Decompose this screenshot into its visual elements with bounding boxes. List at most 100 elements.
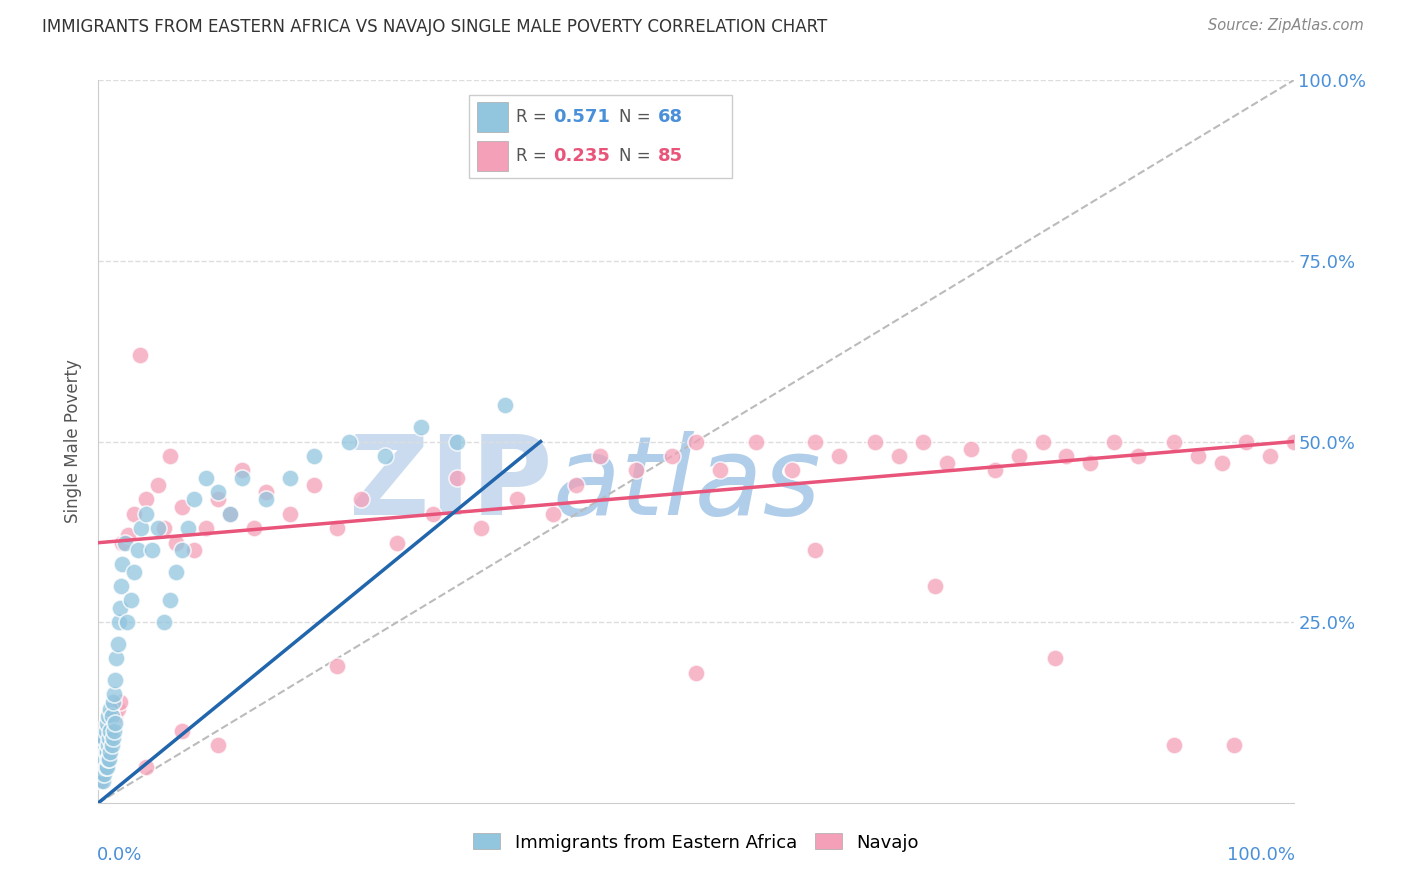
Point (153, 521, 176, 535)
Point (89, 774, 111, 789)
Point (107, 637, 129, 651)
Point (165, 535, 187, 549)
Point (93, 760, 115, 774)
Point (924, 579, 946, 593)
Point (91, 760, 114, 774)
Point (93, 738, 115, 752)
Point (101, 716, 124, 731)
Point (94, 752, 117, 766)
Point (97, 709, 120, 723)
Point (1282, 434, 1305, 449)
Point (135, 760, 157, 774)
Point (91, 760, 114, 774)
Point (91, 767, 114, 781)
Point (98, 731, 121, 745)
Point (96, 745, 118, 759)
Point (470, 521, 492, 535)
Point (1008, 449, 1031, 463)
Point (207, 738, 229, 752)
Point (124, 565, 146, 579)
Point (103, 723, 125, 738)
Point (93, 731, 115, 745)
Point (94, 723, 117, 738)
Point (302, 449, 325, 463)
Point (984, 463, 1007, 477)
Point (1258, 449, 1281, 463)
Point (100, 738, 122, 752)
Point (661, 449, 683, 463)
Point (231, 463, 253, 477)
Point (124, 507, 146, 521)
Point (100, 709, 122, 723)
Text: 0.0%: 0.0% (97, 847, 142, 864)
Point (1163, 434, 1185, 449)
Point (104, 673, 127, 687)
Legend: Immigrants from Eastern Africa, Navajo: Immigrants from Eastern Africa, Navajo (465, 826, 927, 859)
Point (98, 723, 122, 738)
Point (207, 492, 229, 507)
Point (506, 492, 529, 507)
Point (98, 745, 122, 759)
Point (108, 695, 131, 709)
Point (127, 542, 149, 557)
Text: IMMIGRANTS FROM EASTERN AFRICA VS NAVAJO SINGLE MALE POVERTY CORRELATION CHART: IMMIGRANTS FROM EASTERN AFRICA VS NAVAJO… (42, 18, 827, 36)
Point (278, 470, 301, 484)
Point (89, 752, 111, 766)
Point (685, 434, 707, 449)
Point (172, 542, 194, 557)
Point (780, 463, 803, 477)
Point (207, 485, 229, 500)
Point (98, 752, 121, 766)
Point (936, 456, 959, 470)
Y-axis label: Single Male Poverty: Single Male Poverty (65, 359, 83, 524)
Point (153, 615, 176, 630)
Text: atlas: atlas (553, 432, 821, 539)
Point (254, 485, 277, 500)
Point (141, 542, 163, 557)
Point (254, 492, 277, 507)
Point (446, 434, 468, 449)
Point (385, 535, 409, 549)
Point (90, 745, 112, 759)
Point (101, 695, 124, 709)
Point (446, 470, 468, 484)
Point (183, 492, 205, 507)
Point (91, 752, 114, 766)
Point (195, 470, 218, 484)
Point (685, 665, 707, 680)
Point (94, 731, 117, 745)
Point (94, 760, 117, 774)
Point (114, 535, 136, 549)
Point (93, 767, 115, 781)
Point (115, 615, 138, 630)
Point (278, 507, 301, 521)
Point (96, 716, 118, 731)
Point (219, 507, 242, 521)
Point (1128, 449, 1150, 463)
Point (177, 521, 200, 535)
Point (326, 658, 349, 673)
Point (93, 752, 115, 766)
Point (91, 767, 114, 781)
Point (101, 731, 124, 745)
Point (107, 702, 129, 716)
Point (709, 463, 731, 477)
Point (91, 745, 114, 759)
Text: ZIP: ZIP (349, 432, 553, 539)
Point (1234, 434, 1257, 449)
Point (98, 702, 122, 716)
Point (1223, 738, 1246, 752)
Point (97, 752, 120, 766)
Point (105, 651, 128, 665)
Point (339, 434, 361, 449)
Point (494, 398, 516, 412)
Point (98, 723, 122, 738)
Point (91, 774, 114, 789)
Point (159, 593, 181, 607)
Point (804, 434, 827, 449)
Point (90, 774, 112, 789)
Point (89, 767, 111, 781)
Point (326, 521, 349, 535)
Point (1104, 434, 1126, 449)
Point (1043, 651, 1066, 665)
